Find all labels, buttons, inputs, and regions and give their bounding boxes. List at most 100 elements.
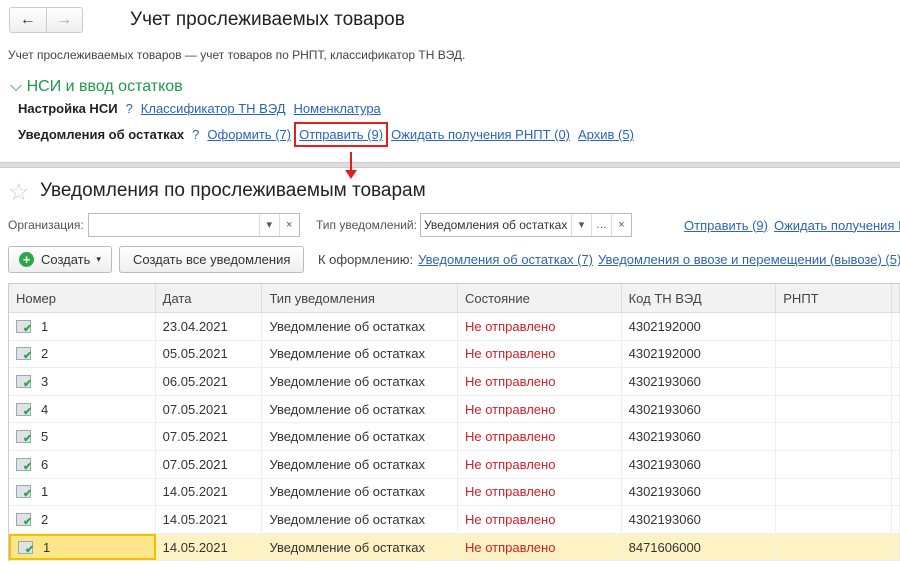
cell-tnved: 4302192000 <box>622 313 777 340</box>
table-row[interactable]: 1 23.04.2021 Уведомление об остатках Не отп… <box>9 313 900 341</box>
cell-extra <box>892 506 900 533</box>
page-title: Учет прослеживаемых товаров <box>130 9 405 30</box>
cell-type: Уведомление об остатках <box>262 533 458 561</box>
link-archive[interactable]: Архив (5) <box>578 127 634 142</box>
col-date[interactable]: Дата <box>156 284 263 312</box>
create-button[interactable]: + Создать ▾ <box>8 246 112 273</box>
col-type[interactable]: Тип уведомления <box>262 284 458 312</box>
create-all-button[interactable]: Создать все уведомления <box>119 246 305 273</box>
more-icon[interactable]: … <box>590 214 611 236</box>
pending-label: К оформлению: <box>318 252 414 267</box>
link-pending-stock[interactable]: Уведомления об остатках (7) <box>418 252 593 267</box>
nsi-row: Настройка НСИ ? Классификатор ТН ВЭД Ном… <box>18 101 381 116</box>
cell-tnved: 8471606000 <box>622 533 777 561</box>
splitter[interactable] <box>0 162 900 168</box>
type-label: Тип уведомлений: <box>316 218 417 232</box>
cell-date: 14.05.2021 <box>156 506 263 533</box>
cell-status-text: Не отправлено <box>464 346 556 362</box>
cell-rnpt <box>776 533 892 561</box>
cell-extra <box>892 533 900 561</box>
link-nomenclature[interactable]: Номенклатура <box>293 101 381 116</box>
filter-links: Отправить (9) Ожидать получения РНПТ <box>684 213 900 237</box>
link-send[interactable]: Отправить (9) <box>294 122 389 147</box>
cell-type-text: Уведомление об остатках <box>269 346 425 362</box>
cell-date: 07.05.2021 <box>156 395 263 423</box>
type-value: Уведомления об остатках <box>423 218 568 232</box>
cell-type-text: Уведомление об остатках <box>269 539 425 555</box>
table-row[interactable]: 1 14.05.2021 Уведомление об остатках Не отп… <box>9 533 900 562</box>
cell-rnpt <box>776 423 892 450</box>
back-button[interactable]: ← <box>19 11 36 28</box>
link-await-filter[interactable]: Ожидать получения РНПТ <box>773 217 900 233</box>
cell-number-text: 5 <box>41 429 49 445</box>
cell-status-text: Не отправлено <box>464 456 556 472</box>
document-check-icon <box>16 319 33 335</box>
cell-number-text: 1 <box>41 318 49 334</box>
table-row[interactable]: 4 07.05.2021 Уведомление об остатках Не отп… <box>9 395 900 424</box>
cell-date-text: 14.05.2021 <box>162 484 228 500</box>
cell-extra <box>892 395 900 423</box>
cell-number-text: 1 <box>41 484 49 500</box>
table-row[interactable]: 5 07.05.2021 Уведомление об остатках Не отп… <box>9 423 900 451</box>
cell-type: Уведомление об остатках <box>262 478 458 506</box>
dropdown-icon[interactable]: ▾ <box>570 214 591 236</box>
col-rnpt[interactable]: РНПТ <box>776 284 892 312</box>
plus-icon: + <box>19 252 34 267</box>
help-icon[interactable]: ? <box>125 101 133 116</box>
cell-date: 23.04.2021 <box>156 313 263 340</box>
cell-tnved-text: 4302193060 <box>628 456 701 472</box>
col-number[interactable]: Номер <box>9 284 156 312</box>
cell-date: 14.05.2021 <box>156 478 263 506</box>
table-row[interactable]: 2 14.05.2021 Уведомление об остатках Не отп… <box>9 506 900 534</box>
cell-number: 1 <box>9 313 156 340</box>
dropdown-icon[interactable]: ▾ <box>258 214 279 236</box>
clear-icon[interactable]: × <box>610 214 631 236</box>
cell-rnpt <box>776 395 892 423</box>
cell-status: Не отправлено <box>458 368 622 395</box>
cell-tnved-text: 4302192000 <box>628 346 701 362</box>
link-send-filter[interactable]: Отправить (9) <box>684 217 768 233</box>
cell-extra <box>892 450 900 478</box>
favorite-star-icon[interactable]: ☆ <box>8 179 30 206</box>
cell-type-text: Уведомление об остатках <box>269 456 425 472</box>
cell-status-text: Не отправлено <box>464 429 556 445</box>
col-extra <box>892 284 900 312</box>
section-toggle[interactable]: ⌵ НСИ и ввод остатков <box>10 78 183 96</box>
notifications-row: Уведомления об остатках ? Оформить (7) О… <box>18 122 634 147</box>
cell-date-text: 07.05.2021 <box>162 456 228 472</box>
cell-tnved: 4302193060 <box>622 368 777 395</box>
table-row[interactable]: 6 07.05.2021 Уведомление об остатках Не отп… <box>9 450 900 479</box>
help-icon[interactable]: ? <box>192 127 200 142</box>
org-input[interactable]: ▾ × <box>87 213 300 237</box>
notifications-label: Уведомления об остатках <box>18 127 185 142</box>
cell-rnpt <box>776 506 892 533</box>
cell-tnved: 4302192000 <box>622 340 777 368</box>
table-row[interactable]: 3 06.05.2021 Уведомление об остатках Не отп… <box>9 368 900 396</box>
cell-number: 4 <box>9 395 156 423</box>
cell-date: 14.05.2021 <box>156 533 263 561</box>
table-row[interactable]: 1 14.05.2021 Уведомление об остатках Не отп… <box>9 478 900 507</box>
link-tnved[interactable]: Классификатор ТН ВЭД <box>140 101 286 116</box>
cell-status-text: Не отправлено <box>464 484 556 500</box>
col-tnved[interactable]: Код ТН ВЭД <box>622 284 777 312</box>
cell-tnved: 4302193060 <box>622 478 777 506</box>
cell-date-text: 07.05.2021 <box>162 429 228 445</box>
link-pending-import[interactable]: Уведомления о ввозе и перемещении (вывоз… <box>597 252 900 267</box>
col-status[interactable]: Состояние <box>458 284 622 312</box>
nav-buttons: ← → <box>9 7 83 33</box>
cell-tnved-text: 8471606000 <box>628 539 701 555</box>
type-input[interactable]: Уведомления об остатках ▾… × <box>419 213 632 237</box>
link-await[interactable]: Ожидать получения РНПТ (0) <box>391 127 571 142</box>
create-label: Создать <box>41 252 91 267</box>
cell-number: 2 <box>9 506 156 533</box>
cell-tnved: 4302193060 <box>622 450 777 478</box>
table-row[interactable]: 2 05.05.2021 Уведомление об остатках Не отп… <box>9 340 900 369</box>
link-prepare[interactable]: Оформить (7) <box>207 127 292 142</box>
cell-number-text: 6 <box>41 456 49 472</box>
type-filter: Тип уведомлений: Уведомления об остатках… <box>316 213 632 237</box>
page-description: Учет прослеживаемых товаров — учет товар… <box>8 48 466 62</box>
forward-button[interactable]: → <box>45 8 83 32</box>
cell-rnpt <box>776 313 892 340</box>
cell-number: 6 <box>9 450 156 478</box>
clear-icon[interactable]: × <box>278 214 299 236</box>
